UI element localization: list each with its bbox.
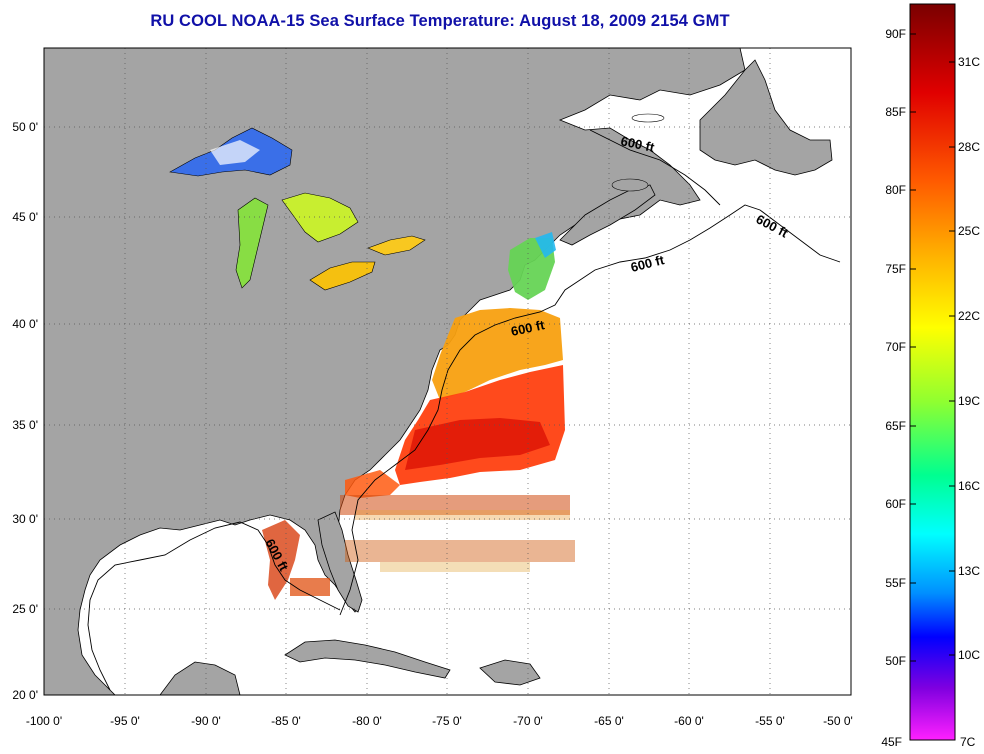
- land-yucatan: [159, 661, 241, 695]
- colorbar-c-label: 22C: [958, 309, 980, 323]
- colorbar-f-label: 85F: [885, 105, 906, 119]
- colorbar-c-label: 13C: [958, 564, 980, 578]
- contour-label-4: 600 ft: [510, 317, 547, 339]
- colorbar-f-label: 90F: [885, 27, 906, 41]
- x-tick-label: -65 0': [594, 714, 624, 728]
- colorbar-f-label: 75F: [885, 262, 906, 276]
- contour-600ft-atlantic: [339, 204, 841, 616]
- lake-michigan: [235, 197, 269, 289]
- colorbar-f-label: 55F: [885, 576, 906, 590]
- lake-erie: [309, 261, 376, 291]
- contour-600ft-gulf: [87, 521, 341, 691]
- contour-label-1: 600 ft: [619, 133, 656, 155]
- colorbar: 90F 85F 80F 75F 70F 65F 60F 55F 50F 45F …: [881, 3, 980, 749]
- x-tick-label: -90 0': [191, 714, 221, 728]
- colorbar-f-label: 70F: [885, 340, 906, 354]
- colorbar-ramp: [909, 3, 956, 741]
- sst-core: [405, 418, 550, 470]
- y-tick-label: 50 0': [12, 120, 38, 134]
- sst-band-1: [340, 495, 570, 515]
- colorbar-c-label: 7C: [960, 735, 976, 749]
- map-frame: [43, 47, 852, 696]
- colorbar-c-label: 10C: [958, 648, 980, 662]
- colorbar-f-label: 50F: [885, 654, 906, 668]
- colorbar-c-label: 25C: [958, 224, 980, 238]
- y-tick-label: 30 0': [12, 512, 38, 526]
- sst-band-3: [345, 540, 575, 562]
- contour-600ft-north: [589, 129, 721, 206]
- map-title: RU COOL NOAA-15 Sea Surface Temperature:…: [150, 12, 730, 30]
- y-tick-label: 25 0': [12, 602, 38, 616]
- colorbar-c-label: 16C: [958, 479, 980, 493]
- lake-cloud: [210, 140, 260, 165]
- sst-mid-atlantic: [432, 308, 563, 400]
- x-tick-label: -50 0': [823, 714, 853, 728]
- x-tick-label: -85 0': [271, 714, 301, 728]
- x-tick-label: -95 0': [110, 714, 140, 728]
- y-axis-ticks: 20 0' 25 0' 30 0' 35 0' 40 0' 45 0' 50 0…: [12, 120, 38, 702]
- sst-gulf-mexico-patch: [262, 520, 300, 600]
- colorbar-c-label: 19C: [958, 394, 980, 408]
- sst-band-4: [380, 562, 530, 572]
- colorbar-f-label: 65F: [885, 419, 906, 433]
- sst-gulf-of-maine-cool: [535, 232, 556, 258]
- sst-band-2: [355, 510, 570, 520]
- gulf-island: [631, 113, 665, 123]
- colorbar-f-label: 45F: [881, 735, 902, 749]
- colorbar-f-label: 60F: [885, 497, 906, 511]
- x-tick-label: -55 0': [755, 714, 785, 728]
- x-tick-label: -70 0': [513, 714, 543, 728]
- colorbar-f-label: 80F: [885, 183, 906, 197]
- land-hispaniola: [479, 659, 541, 686]
- land-newfoundland: [699, 59, 833, 176]
- x-tick-label: -75 0': [432, 714, 462, 728]
- colorbar-c-label: 28C: [958, 140, 980, 154]
- x-tick-label: -100 0': [26, 714, 62, 728]
- sst-southeast: [345, 470, 400, 498]
- x-axis-ticks: -100 0' -95 0' -90 0' -85 0' -80 0' -75 …: [26, 714, 853, 728]
- sst-patch-fl: [290, 578, 330, 596]
- colorbar-c-label: 31C: [958, 55, 980, 69]
- x-tick-label: -60 0': [674, 714, 704, 728]
- lake-huron: [281, 192, 359, 243]
- lake-ontario: [367, 235, 426, 256]
- x-tick-label: -80 0': [352, 714, 382, 728]
- y-tick-label: 45 0': [12, 210, 38, 224]
- land-cuba: [284, 639, 451, 679]
- y-tick-label: 40 0': [12, 317, 38, 331]
- land-pei: [611, 178, 649, 192]
- y-tick-label: 35 0': [12, 418, 38, 432]
- land-nova-scotia: [559, 184, 656, 246]
- y-tick-label: 20 0': [12, 688, 38, 702]
